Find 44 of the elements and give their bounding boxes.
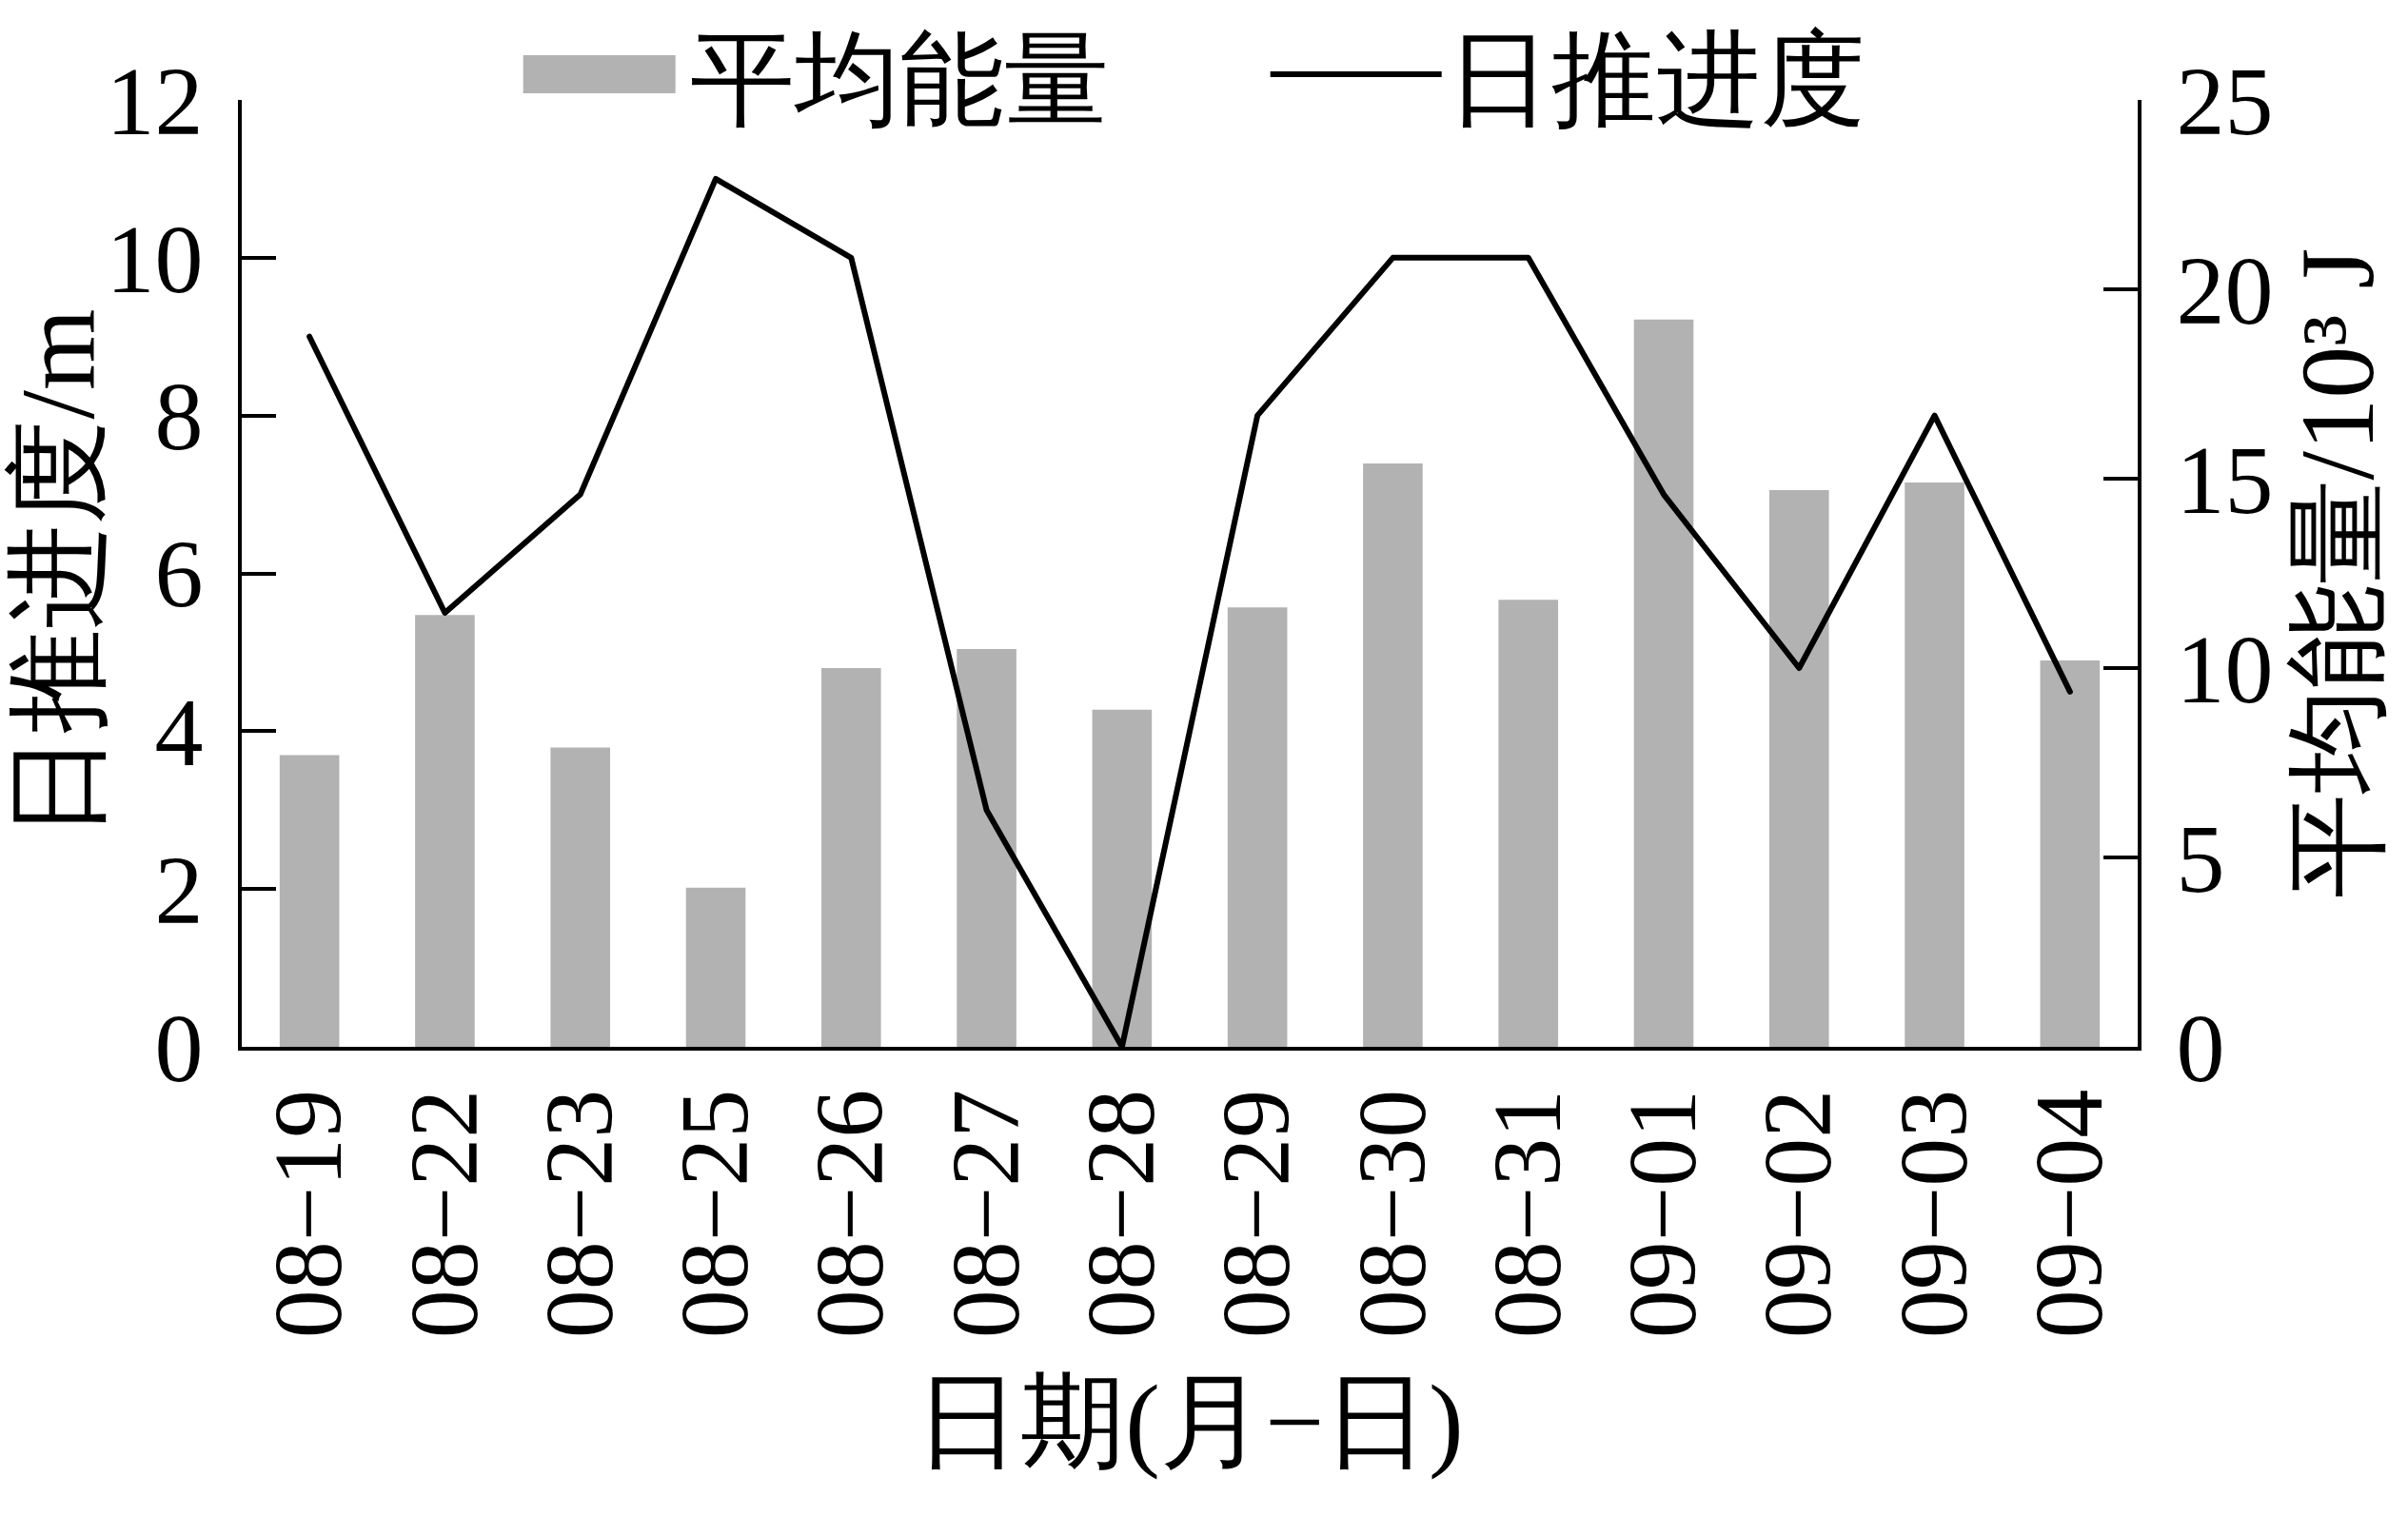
legend-label: 日推进度 [1446,21,1865,138]
bar [550,747,611,1047]
y2-tick-label: 10 [2176,615,2274,723]
x-tick-label: 08−25 [661,1089,769,1339]
bar [685,887,746,1047]
y2-axis-title: 平均能量/10³ J [2280,247,2397,899]
bar [1905,482,1964,1047]
y-tick-label: 12 [106,47,204,155]
y2-tick-label: 5 [2176,804,2225,913]
bar [1092,709,1153,1047]
x-tick-label: 08−19 [254,1089,363,1339]
x-tick-label: 08−27 [931,1089,1039,1339]
legend-label: 平均能量 [689,21,1109,138]
x-tick-label: 08−22 [389,1089,498,1339]
x-tick-label: 09−04 [2015,1089,2123,1339]
bar [820,668,881,1047]
bar [1633,319,1694,1047]
bar [279,755,340,1047]
x-tick-label: 08−31 [1472,1089,1581,1339]
x-tick-label: 08−23 [524,1089,633,1339]
bar [1363,463,1423,1047]
y2-tick-label: 25 [2176,47,2274,155]
x-axis-title: 日期(月−日) [916,1364,1464,1481]
x-tick-label: 08−26 [796,1089,904,1339]
bar [1227,607,1288,1047]
x-tick-label: 09−03 [1879,1089,1987,1339]
y-tick-label: 8 [154,363,204,471]
y-tick-label: 2 [154,836,204,944]
bar [1498,600,1559,1047]
x-tick-label: 08−29 [1202,1089,1311,1339]
x-tick-label: 08−28 [1067,1089,1175,1339]
bar [957,649,1016,1047]
y2-tick-label: 15 [2176,425,2274,534]
y-tick-label: 6 [154,521,204,629]
bar [415,615,475,1047]
y2-tick-label: 0 [2176,994,2225,1102]
x-tick-label: 08−30 [1337,1089,1446,1339]
bar [2040,660,2101,1047]
y2-tick-label: 20 [2176,236,2274,345]
x-tick-label: 09−01 [1609,1089,1717,1339]
x-tick-label: 09−02 [1744,1089,1852,1339]
y-tick-label: 0 [154,994,204,1102]
y-tick-label: 4 [154,679,204,787]
bar [1768,489,1829,1047]
